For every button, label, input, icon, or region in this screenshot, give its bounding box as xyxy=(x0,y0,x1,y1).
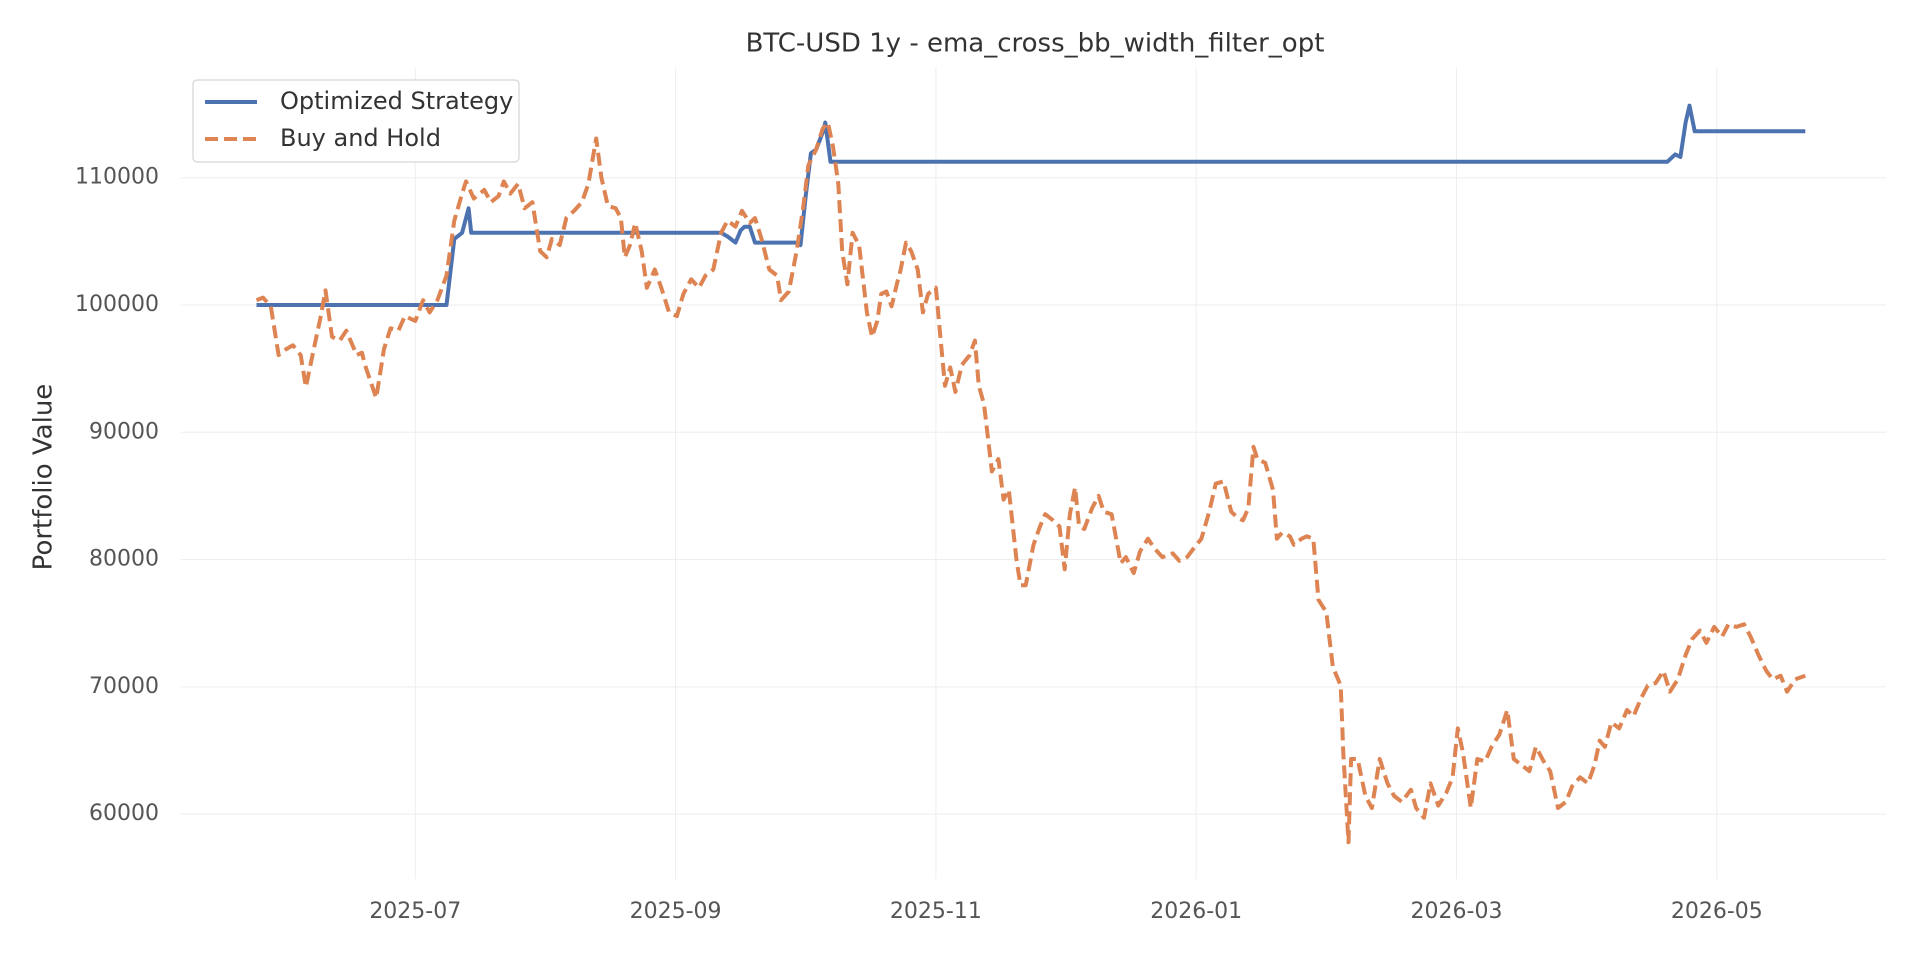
legend-label: Optimized Strategy xyxy=(280,87,513,115)
x-tick-label: 2025-09 xyxy=(630,899,722,924)
chart-title: BTC-USD 1y - ema_cross_bb_width_filter_o… xyxy=(746,29,1325,59)
y-axis-label: Portfolio Value xyxy=(29,384,59,571)
y-tick-label: 110000 xyxy=(75,165,159,190)
x-tick-label: 2026-01 xyxy=(1150,899,1242,924)
x-tick-label: 2025-07 xyxy=(369,899,461,924)
y-tick-label: 90000 xyxy=(89,419,159,444)
legend-label: Buy and Hold xyxy=(280,124,441,152)
y-tick-label: 60000 xyxy=(89,801,159,826)
x-tick-label: 2026-05 xyxy=(1671,899,1763,924)
y-tick-label: 70000 xyxy=(89,674,159,699)
x-tick-label: 2026-03 xyxy=(1411,899,1503,924)
series-line xyxy=(255,120,1806,845)
y-tick-label: 80000 xyxy=(89,547,159,572)
x-tick-label: 2025-11 xyxy=(890,899,982,924)
y-tick-label: 100000 xyxy=(75,292,159,317)
legend-box xyxy=(192,79,520,163)
